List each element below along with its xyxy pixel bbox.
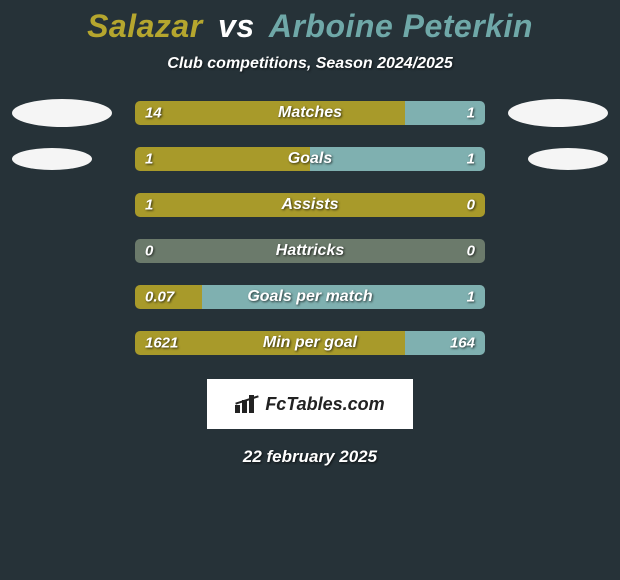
stat-row: 1 1 Goals [0, 147, 620, 171]
player2-name: Arboine Peterkin [269, 8, 533, 44]
logo-text: FcTables.com [265, 394, 384, 415]
right-value: 0 [467, 243, 475, 260]
stat-label: Matches [278, 104, 342, 122]
left-value: 0 [145, 243, 153, 260]
chart-icon [235, 395, 259, 413]
stat-label: Min per goal [263, 334, 357, 352]
logo-box: FcTables.com [207, 379, 413, 429]
stat-label: Goals per match [247, 288, 372, 306]
right-value: 1 [467, 289, 475, 306]
stat-label: Goals [288, 150, 332, 168]
left-value: 0.07 [145, 289, 174, 306]
stat-bar: 1 1 Goals [135, 147, 485, 171]
left-value: 14 [145, 105, 162, 122]
player1-name: Salazar [87, 8, 203, 44]
stat-bar: 0.07 1 Goals per match [135, 285, 485, 309]
right-value: 164 [450, 335, 475, 352]
comparison-infographic: Salazar vs Arboine Peterkin Club competi… [0, 0, 620, 467]
player1-badge [12, 99, 112, 127]
right-value: 1 [467, 151, 475, 168]
stat-label: Hattricks [276, 242, 344, 260]
right-value: 1 [467, 105, 475, 122]
stat-row: 1621 164 Min per goal [0, 331, 620, 355]
player2-badge [528, 148, 608, 170]
left-value: 1 [145, 197, 153, 214]
stat-bar: 1 0 Assists [135, 193, 485, 217]
right-segment [310, 147, 485, 171]
stat-rows: 14 1 Matches 1 1 Goals 1 0 Assists 0 0 Hattricks 0.0… [0, 101, 620, 355]
left-segment [135, 147, 310, 171]
player1-badge [12, 148, 92, 170]
player2-badge [508, 99, 608, 127]
stat-bar: 1621 164 Min per goal [135, 331, 485, 355]
left-value: 1 [145, 151, 153, 168]
stat-row: 0.07 1 Goals per match [0, 285, 620, 309]
stat-label: Assists [282, 196, 339, 214]
subtitle: Club competitions, Season 2024/2025 [0, 55, 620, 73]
right-value: 0 [467, 197, 475, 214]
vs-text: vs [218, 8, 255, 44]
stat-row: 0 0 Hattricks [0, 239, 620, 263]
left-value: 1621 [145, 335, 178, 352]
left-segment [135, 101, 405, 125]
page-title: Salazar vs Arboine Peterkin [0, 8, 620, 45]
stat-bar: 14 1 Matches [135, 101, 485, 125]
stat-row: 1 0 Assists [0, 193, 620, 217]
date-text: 22 february 2025 [0, 447, 620, 467]
stat-bar: 0 0 Hattricks [135, 239, 485, 263]
stat-row: 14 1 Matches [0, 101, 620, 125]
